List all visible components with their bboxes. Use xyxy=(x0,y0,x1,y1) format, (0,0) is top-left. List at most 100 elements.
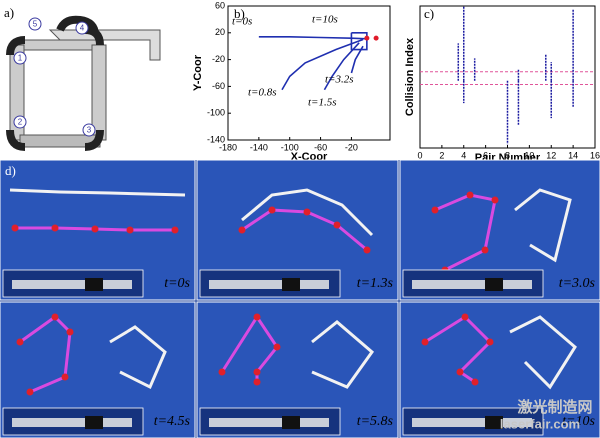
y-tick-label: 60 xyxy=(215,0,225,10)
joint-dot xyxy=(421,338,429,346)
joint-dot xyxy=(461,313,469,321)
panel-label: b) xyxy=(234,6,245,21)
panel-label: c) xyxy=(424,6,434,21)
annotation: t=1.5s xyxy=(308,97,337,109)
inset-strip xyxy=(12,280,132,289)
joint-dot xyxy=(51,313,59,321)
trajectory xyxy=(350,45,364,74)
annotation: t=3.2s xyxy=(325,74,354,86)
time-caption: t=0s xyxy=(164,276,190,291)
marker-circle xyxy=(75,21,89,35)
joint-dot xyxy=(51,224,59,232)
x-tick-label: -20 xyxy=(345,142,358,152)
inset-block xyxy=(485,416,503,429)
x-tick-label: 4 xyxy=(461,150,466,160)
point xyxy=(373,35,379,41)
y-tick-label: -100 xyxy=(207,108,225,118)
inset-block xyxy=(485,278,503,291)
joint-dot xyxy=(273,343,281,351)
joint-dot xyxy=(218,368,226,376)
joint-dot xyxy=(66,328,74,336)
frame-side xyxy=(91,44,107,141)
marker-label: 3 xyxy=(87,126,92,135)
time-caption: t=1.3s xyxy=(357,276,394,291)
watermark-url: laserfair.com xyxy=(500,416,580,431)
joint-dot xyxy=(363,246,371,254)
y-tick-label: -20 xyxy=(212,54,225,64)
trajectory xyxy=(350,31,368,51)
joint-dot xyxy=(471,378,479,386)
annotation: t=0s xyxy=(232,16,252,28)
panel-a: a) xyxy=(4,5,161,151)
marker-label: 2 xyxy=(18,118,23,127)
y-tick-label: -60 xyxy=(212,81,225,91)
time-caption: t=3.0s xyxy=(559,276,596,291)
watermark-title: 激光制造网 xyxy=(517,398,592,416)
x-tick-label: 8 xyxy=(505,150,510,160)
inset-strip xyxy=(412,280,532,289)
joint-dot xyxy=(16,338,24,346)
inset-block xyxy=(282,278,300,291)
time-caption: t=5.8s xyxy=(357,414,394,429)
y-tick-label: 20 xyxy=(215,27,225,37)
marker-group: 1 2 3 4 5 xyxy=(13,17,96,137)
marker-label: 4 xyxy=(80,24,85,33)
inset-strip xyxy=(12,418,132,427)
plot-frame xyxy=(227,5,391,141)
robot-white xyxy=(509,315,577,390)
joint-dot xyxy=(238,226,246,234)
panel-d: t=0s t=1.3s t=3.0s t=4.5s t=5.8s t=10s d) xyxy=(0,159,600,438)
annotation: t=0.8s xyxy=(248,87,277,99)
joint-dot xyxy=(486,338,494,346)
joint xyxy=(6,129,26,151)
x-tick-label: 16 xyxy=(590,150,600,160)
chart-b: b)-180 -140 -100 -60 -206020-20-60-100-140X-… xyxy=(192,0,391,163)
annotation: t=10s xyxy=(312,14,338,26)
robot-white xyxy=(109,325,167,390)
x-tick-label: -100 xyxy=(281,142,299,152)
x-tick-label: 0 xyxy=(417,150,422,160)
x-tick-label: 14 xyxy=(568,150,578,160)
inset-block xyxy=(282,416,300,429)
joint-dot xyxy=(456,368,464,376)
joint-dot xyxy=(481,246,489,254)
joint-dot xyxy=(91,225,99,233)
marker-circle xyxy=(28,17,42,31)
inset-block xyxy=(85,416,103,429)
y-axis-label: Collision Index xyxy=(404,37,416,116)
inset-strip xyxy=(209,280,329,289)
marker-circle xyxy=(13,51,27,65)
trajectory xyxy=(258,36,367,40)
x-tick-label: -60 xyxy=(314,142,327,152)
time-caption: t=4.5s xyxy=(154,414,191,429)
y-axis-label: Y-Coor xyxy=(192,54,204,91)
point xyxy=(364,35,370,41)
robot-white xyxy=(241,188,374,237)
joint-dot xyxy=(431,206,439,214)
robot-white xyxy=(514,188,572,263)
joint-dot xyxy=(303,208,311,216)
joint-dot xyxy=(466,191,474,199)
joint-dot xyxy=(171,226,179,234)
inset-block xyxy=(85,278,103,291)
robot-white xyxy=(9,188,186,197)
marker-label: 1 xyxy=(18,54,23,63)
joint-dot xyxy=(11,224,19,232)
frame-bar xyxy=(48,29,161,61)
panel-label: d) xyxy=(5,163,16,178)
marker-circle xyxy=(13,115,27,129)
marker-circle xyxy=(82,123,96,137)
x-tick-label: 10 xyxy=(524,150,534,160)
joint-dot xyxy=(253,313,261,321)
trajectory xyxy=(323,42,360,91)
x-tick-label: -180 xyxy=(219,142,237,152)
x-tick-label: 12 xyxy=(546,150,556,160)
joint-dot xyxy=(333,221,341,229)
joint-dot xyxy=(268,206,276,214)
joint-dot xyxy=(61,373,69,381)
inset-strip xyxy=(209,418,329,427)
x-tick-label: 2 xyxy=(439,150,444,160)
trajectory xyxy=(281,38,364,91)
joint xyxy=(6,36,26,56)
